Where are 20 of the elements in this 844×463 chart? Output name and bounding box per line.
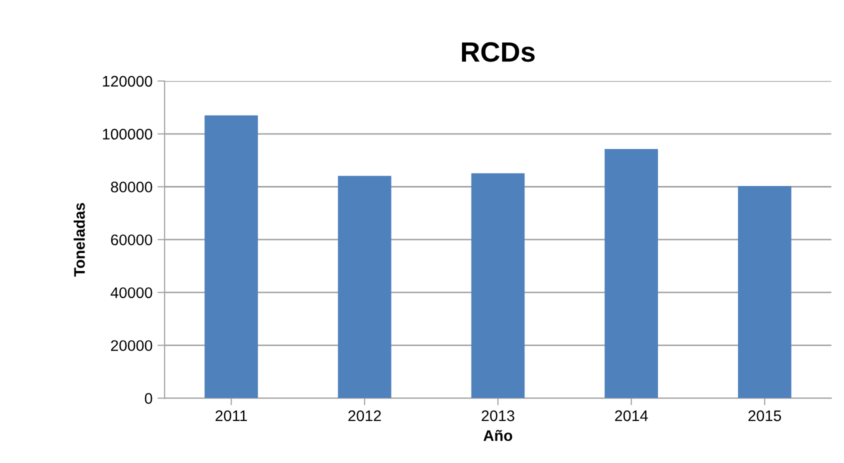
x-tick-label: 2014 [615, 410, 648, 422]
x-tick-label: 2015 [748, 410, 782, 422]
x-tick-label: 2011 [216, 410, 247, 422]
y-tick-label: 80000 [110, 182, 152, 192]
y-tick-label: 120000 [102, 76, 152, 87]
x-tick-label: 2012 [348, 410, 381, 422]
bar [471, 173, 525, 398]
bar [738, 186, 792, 398]
x-tick-label: 2013 [482, 410, 514, 422]
bar [338, 176, 392, 398]
y-tick-label: 100000 [102, 128, 152, 140]
y-tick-label: 0 [144, 393, 152, 404]
y-tick-label: 40000 [110, 287, 152, 298]
chart-title: RCDs [462, 42, 535, 62]
bar [604, 148, 658, 398]
y-tick-label: 20000 [111, 340, 152, 352]
bar [204, 115, 258, 398]
x-axis-title: Año [483, 430, 512, 442]
y-axis-title: Toneladas [74, 203, 85, 277]
y-tick-label: 60000 [111, 234, 152, 246]
